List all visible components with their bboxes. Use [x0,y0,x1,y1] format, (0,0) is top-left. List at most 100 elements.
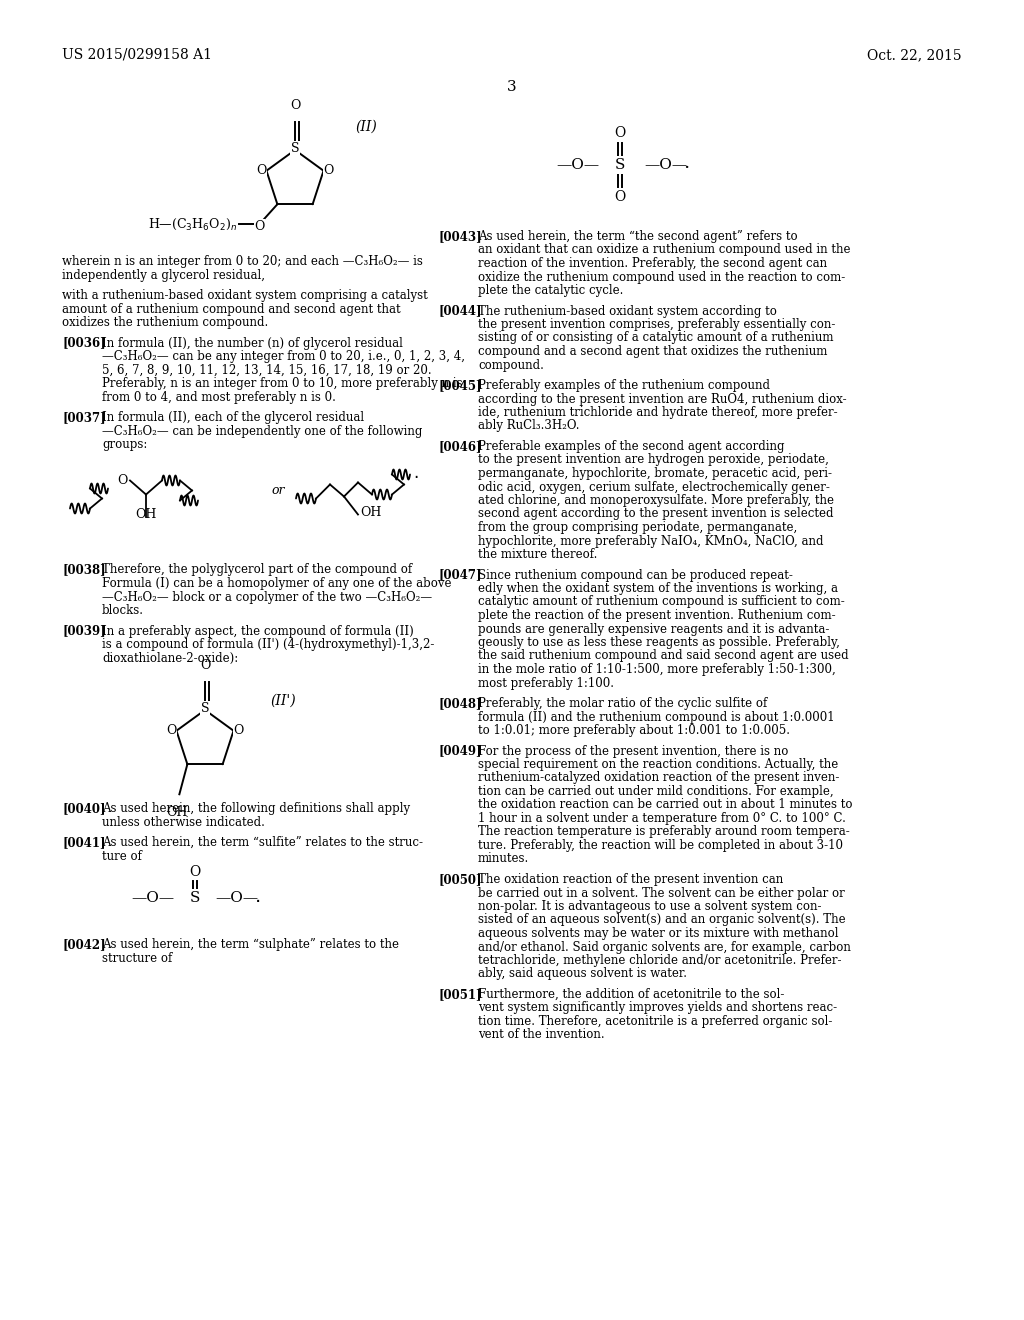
Text: the said ruthenium compound and said second agent are used: the said ruthenium compound and said sec… [478,649,849,663]
Text: in the mole ratio of 1:10-1:500, more preferably 1:50-1:300,: in the mole ratio of 1:10-1:500, more pr… [478,663,836,676]
Text: tetrachloride, methylene chloride and/or acetonitrile. Prefer-: tetrachloride, methylene chloride and/or… [478,954,842,968]
Text: For the process of the present invention, there is no: For the process of the present invention… [478,744,788,758]
Text: the present invention comprises, preferably essentially con-: the present invention comprises, prefera… [478,318,836,331]
Text: to 1:0.01; more preferably about 1:0.001 to 1:0.005.: to 1:0.01; more preferably about 1:0.001… [478,723,790,737]
Text: [0036]: [0036] [62,337,105,350]
Text: Preferably, the molar ratio of the cyclic sulfite of: Preferably, the molar ratio of the cycli… [478,697,767,710]
Text: O: O [200,659,210,672]
Text: ably, said aqueous solvent is water.: ably, said aqueous solvent is water. [478,968,687,981]
Text: reaction of the invention. Preferably, the second agent can: reaction of the invention. Preferably, t… [478,257,827,271]
Text: —C₃H₆O₂— can be independently one of the following: —C₃H₆O₂— can be independently one of the… [102,425,422,437]
Text: vent system significantly improves yields and shortens reac-: vent system significantly improves yield… [478,1002,838,1015]
Text: S: S [201,701,209,714]
Text: .: . [255,887,261,906]
Text: is a compound of formula (II') (4-(hydroxymethyl)-1,3,2-: is a compound of formula (II') (4-(hydro… [102,638,434,651]
Text: dioxathiolane-2-oxide):: dioxathiolane-2-oxide): [102,652,239,664]
Text: In formula (II), each of the glycerol residual: In formula (II), each of the glycerol re… [102,411,365,424]
Text: [0043]: [0043] [438,230,481,243]
Text: Therefore, the polyglycerol part of the compound of: Therefore, the polyglycerol part of the … [102,564,412,577]
Text: S: S [614,158,626,172]
Text: [0049]: [0049] [438,744,481,758]
Text: ture of: ture of [102,850,142,862]
Text: an oxidant that can oxidize a ruthenium compound used in the: an oxidant that can oxidize a ruthenium … [478,243,851,256]
Text: 3: 3 [507,81,517,94]
Text: oxidizes the ruthenium compound.: oxidizes the ruthenium compound. [62,315,268,329]
Text: ture. Preferably, the reaction will be completed in about 3-10: ture. Preferably, the reaction will be c… [478,840,843,851]
Text: (II'): (II') [270,694,296,708]
Text: the oxidation reaction can be carried out in about 1 minutes to: the oxidation reaction can be carried ou… [478,799,853,812]
Text: [0037]: [0037] [62,411,105,424]
Text: geously to use as less these reagents as possible. Preferably,: geously to use as less these reagents as… [478,636,840,649]
Text: unless otherwise indicated.: unless otherwise indicated. [102,816,265,829]
Text: Preferable examples of the second agent according: Preferable examples of the second agent … [478,440,784,453]
Text: aqueous solvents may be water or its mixture with methanol: aqueous solvents may be water or its mix… [478,927,839,940]
Text: [0051]: [0051] [438,987,481,1001]
Text: minutes.: minutes. [478,853,529,866]
Text: formula (II) and the ruthenium compound is about 1:0.0001: formula (II) and the ruthenium compound … [478,710,835,723]
Text: —C₃H₆O₂— block or a copolymer of the two —C₃H₆O₂—: —C₃H₆O₂— block or a copolymer of the two… [102,590,432,603]
Text: oxidize the ruthenium compound used in the reaction to com-: oxidize the ruthenium compound used in t… [478,271,845,284]
Text: non-polar. It is advantageous to use a solvent system con-: non-polar. It is advantageous to use a s… [478,900,821,913]
Text: As used herein, the term “sulfite” relates to the struc-: As used herein, the term “sulfite” relat… [102,836,423,849]
Text: S: S [291,141,299,154]
Text: compound and a second agent that oxidizes the ruthenium: compound and a second agent that oxidize… [478,345,827,358]
Text: [0040]: [0040] [62,803,105,814]
Text: In a preferably aspect, the compound of formula (II): In a preferably aspect, the compound of … [102,624,414,638]
Text: O: O [324,164,334,177]
Text: ide, ruthenium trichloride and hydrate thereof, more prefer-: ide, ruthenium trichloride and hydrate t… [478,407,838,418]
Text: Formula (I) can be a homopolymer of any one of the above: Formula (I) can be a homopolymer of any … [102,577,452,590]
Text: most preferably 1:100.: most preferably 1:100. [478,676,614,689]
Text: [0039]: [0039] [62,624,105,638]
Text: O: O [614,125,626,140]
Text: US 2015/0299158 A1: US 2015/0299158 A1 [62,48,212,62]
Text: according to the present invention are RuO4, ruthenium diox-: according to the present invention are R… [478,392,847,405]
Text: plete the reaction of the present invention. Ruthenium com-: plete the reaction of the present invent… [478,609,836,622]
Text: ably RuCl₃.3H₂O.: ably RuCl₃.3H₂O. [478,420,580,433]
Text: OH: OH [360,506,381,519]
Text: The oxidation reaction of the present invention can: The oxidation reaction of the present in… [478,873,783,886]
Text: independently a glycerol residual,: independently a glycerol residual, [62,268,265,281]
Text: catalytic amount of ruthenium compound is sufficient to com-: catalytic amount of ruthenium compound i… [478,595,845,609]
Text: or: or [271,484,285,498]
Text: Preferably, n is an integer from 0 to 10, more preferably n is: Preferably, n is an integer from 0 to 10… [102,378,463,389]
Text: .: . [683,154,689,172]
Text: tion can be carried out under mild conditions. For example,: tion can be carried out under mild condi… [478,785,834,799]
Text: —C₃H₆O₂— can be any integer from 0 to 20, i.e., 0, 1, 2, 3, 4,: —C₃H₆O₂— can be any integer from 0 to 20… [102,350,465,363]
Text: structure of: structure of [102,952,172,965]
Text: [0045]: [0045] [438,379,481,392]
Text: hypochlorite, more preferably NaIO₄, KMnO₄, NaClO, and: hypochlorite, more preferably NaIO₄, KMn… [478,535,823,548]
Text: blocks.: blocks. [102,605,144,616]
Text: and/or ethanol. Said organic solvents are, for example, carbon: and/or ethanol. Said organic solvents ar… [478,940,851,953]
Text: —O—: —O— [215,891,259,906]
Text: with a ruthenium-based oxidant system comprising a catalyst: with a ruthenium-based oxidant system co… [62,289,428,302]
Text: S: S [189,891,200,906]
Text: .: . [413,463,418,482]
Text: groups:: groups: [102,438,147,451]
Text: edly when the oxidant system of the inventions is working, a: edly when the oxidant system of the inve… [478,582,838,595]
Text: [0038]: [0038] [62,564,105,577]
Text: ruthenium-catalyzed oxidation reaction of the present inven-: ruthenium-catalyzed oxidation reaction o… [478,771,840,784]
Text: O: O [189,865,201,879]
Text: —O—: —O— [131,891,174,906]
Text: plete the catalytic cycle.: plete the catalytic cycle. [478,284,624,297]
Text: O: O [166,725,177,738]
Text: sisted of an aqueous solvent(s) and an organic solvent(s). The: sisted of an aqueous solvent(s) and an o… [478,913,846,927]
Text: to the present invention are hydrogen peroxide, periodate,: to the present invention are hydrogen pe… [478,454,828,466]
Text: The reaction temperature is preferably around room tempera-: The reaction temperature is preferably a… [478,825,850,838]
Text: amount of a ruthenium compound and second agent that: amount of a ruthenium compound and secon… [62,302,400,315]
Text: from 0 to 4, and most preferably n is 0.: from 0 to 4, and most preferably n is 0. [102,391,336,404]
Text: tion time. Therefore, acetonitrile is a preferred organic sol-: tion time. Therefore, acetonitrile is a … [478,1015,833,1028]
Text: vent of the invention.: vent of the invention. [478,1028,604,1041]
Text: As used herein, the term “sulphate” relates to the: As used herein, the term “sulphate” rela… [102,939,399,950]
Text: As used herein, the term “the second agent” refers to: As used herein, the term “the second age… [478,230,798,243]
Text: O: O [117,474,127,487]
Text: wherein n is an integer from 0 to 20; and each —C₃H₆O₂— is: wherein n is an integer from 0 to 20; an… [62,255,423,268]
Text: [0047]: [0047] [438,569,481,582]
Text: H—(C$_3$H$_6$O$_2$)$_n$: H—(C$_3$H$_6$O$_2$)$_n$ [148,216,238,232]
Text: Furthermore, the addition of acetonitrile to the sol-: Furthermore, the addition of acetonitril… [478,987,784,1001]
Text: O: O [614,190,626,205]
Text: —O—: —O— [644,158,687,172]
Text: [0042]: [0042] [62,939,105,950]
Text: (II): (II) [355,120,377,135]
Text: O: O [290,99,300,112]
